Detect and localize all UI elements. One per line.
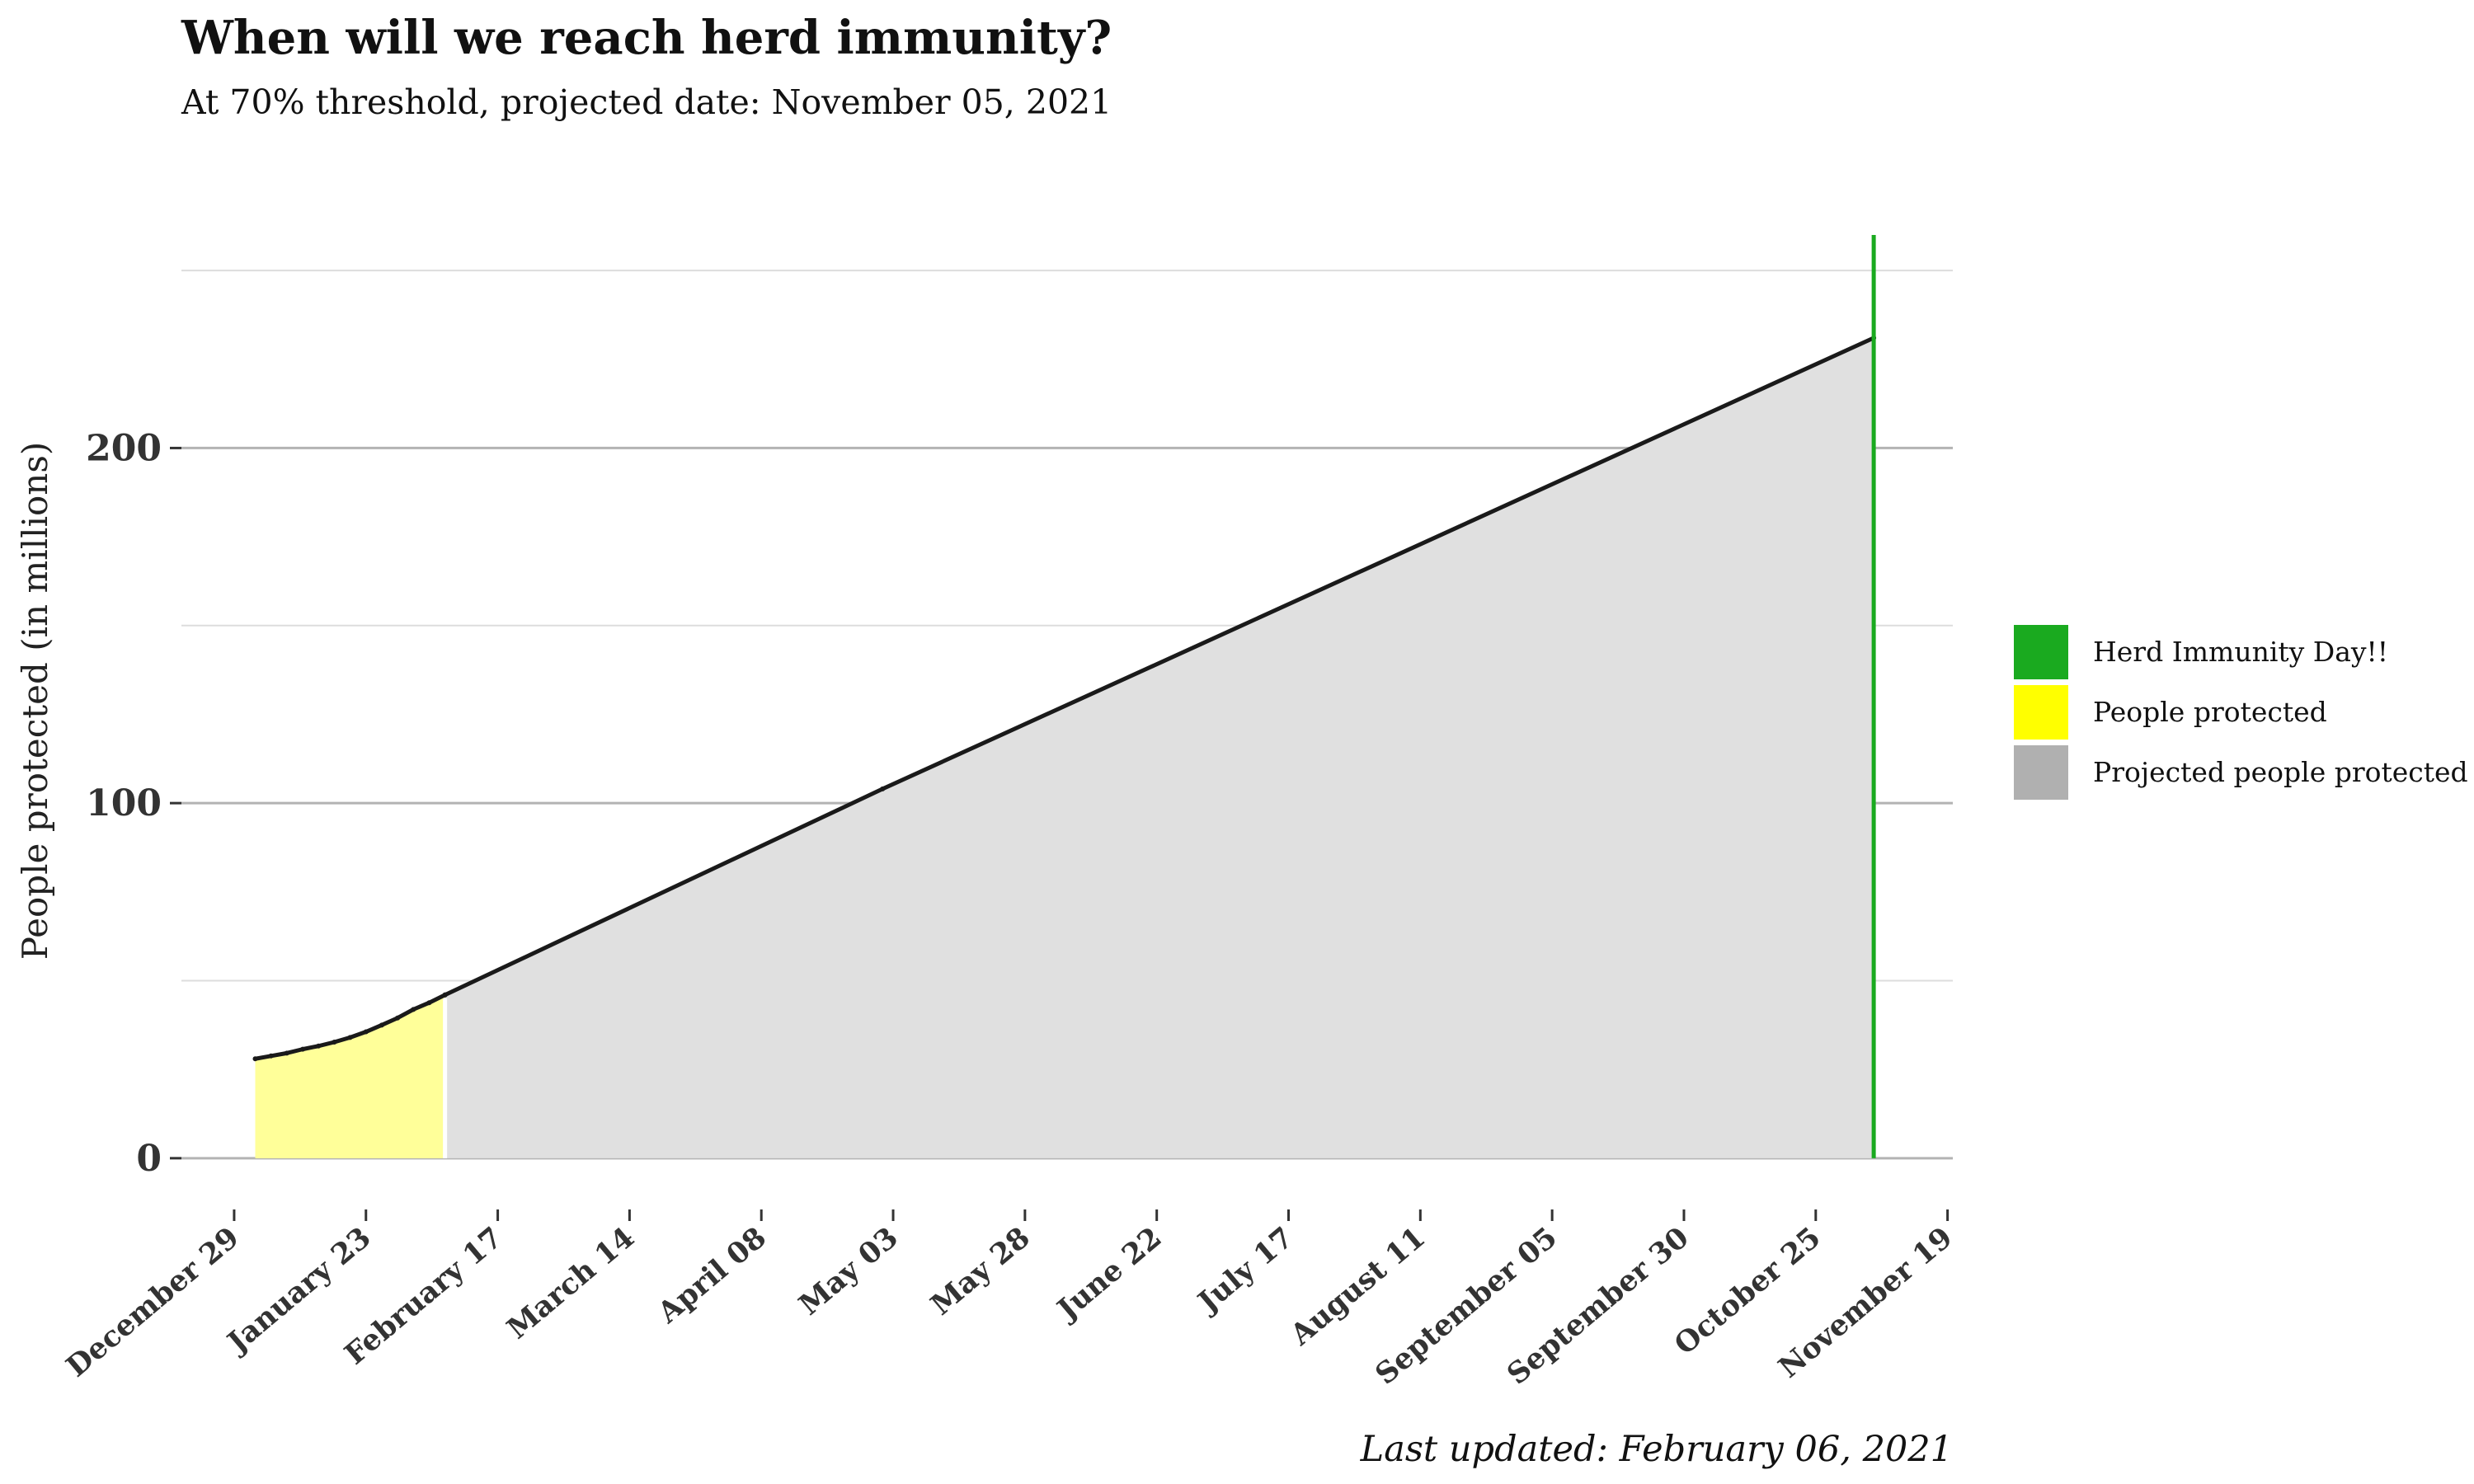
data-point (363, 1029, 369, 1035)
data-point (300, 1046, 306, 1052)
x-tick-label: April 08 (651, 1220, 773, 1330)
legend-swatch (2014, 625, 2068, 679)
y-tick-label: 100 (86, 782, 162, 824)
chart-title: When will we reach herd immunity? (181, 11, 1112, 65)
legend-label: Herd Immunity Day!! (2093, 636, 2388, 668)
projected-people-protected-area (444, 337, 1874, 1158)
data-point (411, 1007, 416, 1012)
data-point (268, 1053, 274, 1059)
data-point (347, 1035, 353, 1040)
data-point (426, 1000, 432, 1006)
people-protected-area (255, 994, 445, 1158)
data-point (332, 1040, 337, 1045)
legend: Herd Immunity Day!! People protected Proje… (2014, 625, 2468, 800)
data-point (379, 1022, 384, 1028)
data-point (442, 992, 448, 998)
data-point (284, 1050, 289, 1056)
last-updated-caption: Last updated: February 06, 2021 (1360, 1429, 1953, 1470)
data-point (395, 1015, 401, 1021)
data-lines (252, 235, 1877, 1158)
legend-swatch (2014, 745, 2068, 800)
x-tick-label: June 22 (1049, 1220, 1168, 1327)
x-tick-label: May 28 (924, 1220, 1037, 1322)
legend-label: People protected (2093, 696, 2327, 728)
area-fills (255, 337, 1874, 1158)
legend-label: Projected people protected (2093, 756, 2468, 788)
y-tick-label: 0 (136, 1138, 162, 1180)
data-point (316, 1043, 322, 1049)
x-tick-label: December 29 (60, 1220, 246, 1383)
data-point (252, 1056, 258, 1062)
y-tick-label: 200 (86, 427, 162, 469)
x-tick-label: May 03 (793, 1220, 905, 1322)
y-axis-title: People protected (in millions) (15, 442, 55, 960)
data-point (880, 786, 886, 791)
chart-subtitle: At 70% threshold, projected date: Novemb… (181, 82, 1112, 122)
legend-swatch (2014, 685, 2068, 740)
x-tick-label: March 14 (501, 1220, 641, 1345)
x-tick-label: July 17 (1190, 1220, 1300, 1320)
